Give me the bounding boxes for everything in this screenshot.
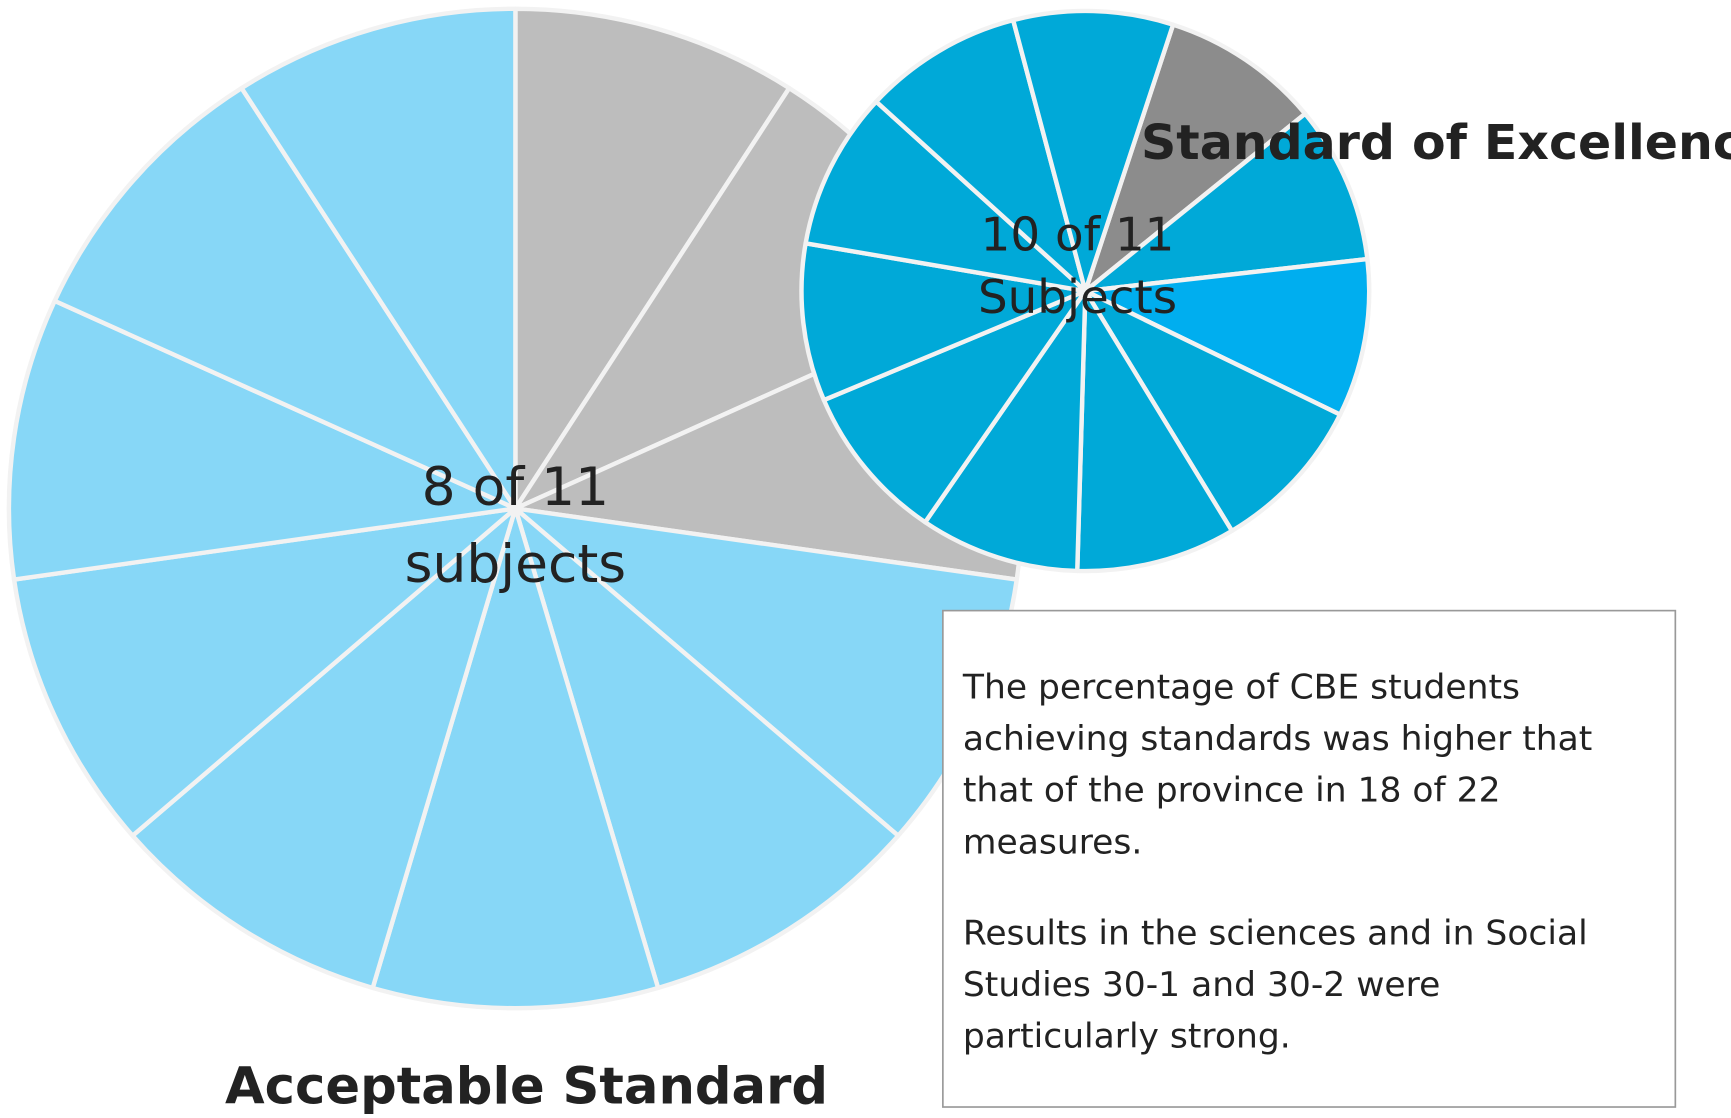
- pie-slice: [1075, 288, 1235, 574]
- pie-slice: [873, 17, 1088, 294]
- center-label: 10 of 11: [981, 208, 1175, 262]
- note-text: that of the province in 18 of 22: [963, 771, 1501, 811]
- center-label: Subjects: [978, 270, 1177, 324]
- pie-slice: [803, 99, 1088, 294]
- pie-slice: [513, 6, 792, 511]
- pie-chart: [6, 6, 1025, 1011]
- note-text: particularly strong.: [963, 1017, 1291, 1057]
- center-label: subjects: [405, 533, 626, 595]
- pie-slice: [821, 288, 1088, 525]
- note-text: Results in the sciences and in Social: [963, 914, 1588, 954]
- pie-slice: [11, 506, 518, 838]
- pie-slice: [799, 241, 1088, 403]
- pie-slice: [1083, 22, 1308, 294]
- note-box: [942, 609, 1677, 1108]
- pie-slice: [370, 506, 661, 1011]
- pie-slice: [922, 288, 1088, 574]
- center-label: 8 of 11: [422, 457, 609, 519]
- note-text: Studies 30-1 and 30-2 were: [963, 965, 1440, 1005]
- chart-title: Standard of Excellence: [1141, 116, 1731, 172]
- pie-slice: [130, 506, 518, 991]
- pie-slice: [1083, 288, 1343, 534]
- pie-slice: [6, 298, 518, 582]
- note-text: The percentage of CBE students: [962, 668, 1520, 708]
- pie-slice: [52, 85, 518, 511]
- pie-slice: [239, 6, 518, 511]
- chart-title: Acceptable Standard: [225, 1057, 828, 1116]
- pie-slice: [1010, 8, 1176, 294]
- pie-slice: [1083, 256, 1372, 417]
- pie-chart: [799, 8, 1372, 574]
- note-text: achieving standards was higher that: [963, 719, 1592, 759]
- note-text: measures.: [963, 823, 1142, 863]
- pie-slice: [513, 506, 901, 991]
- pie-slice: [1083, 111, 1370, 294]
